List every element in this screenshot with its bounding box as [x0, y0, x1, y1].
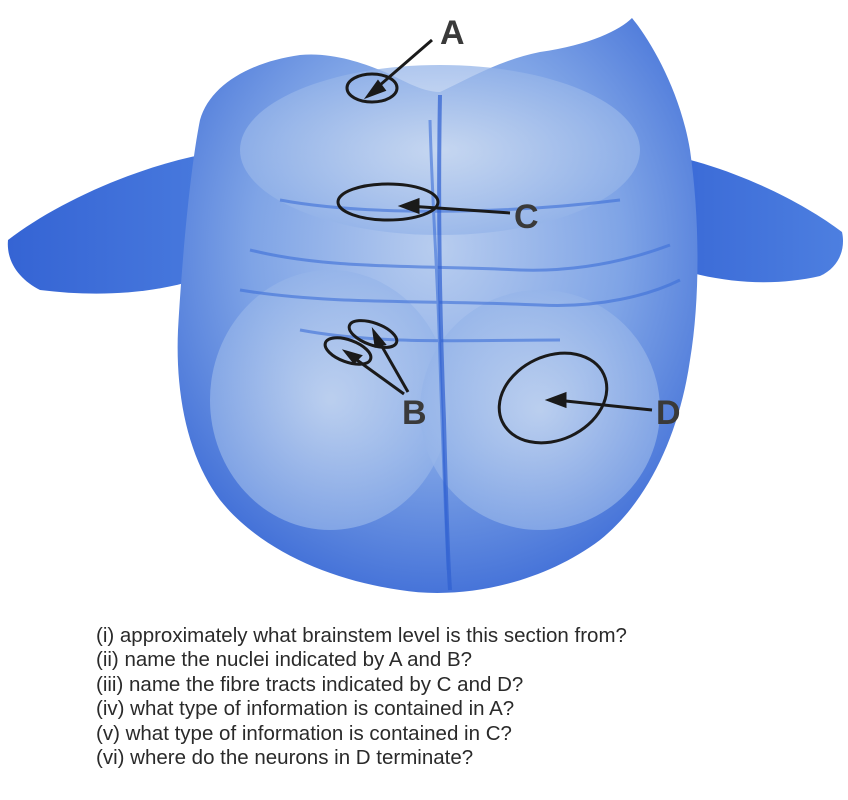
- arrow-c: [407, 204, 511, 215]
- pale-region-left-lower: [210, 270, 450, 530]
- circle-c: [336, 182, 440, 222]
- arrowhead-a: [363, 79, 387, 100]
- circle-a: [345, 72, 399, 104]
- annotations: [323, 38, 653, 445]
- label-a: A: [440, 14, 465, 52]
- question-4: (iv) what type of information is contain…: [96, 697, 515, 721]
- label-d: D: [656, 394, 681, 432]
- question-5: (v) what type of information is containe…: [96, 721, 512, 745]
- circle-b-upper: [347, 319, 399, 349]
- arrowhead-d: [544, 391, 567, 409]
- arrowhead-b-1: [371, 326, 387, 348]
- tissue-section: [7, 18, 844, 593]
- circle-d: [497, 351, 609, 445]
- label-b: B: [402, 394, 427, 432]
- arrow-a: [371, 38, 433, 94]
- circle-b-lower: [323, 336, 373, 366]
- question-6: (vi) where do the neurons in D terminate…: [96, 746, 474, 770]
- midline: [437, 94, 452, 591]
- pale-region-right-lower: [420, 290, 660, 530]
- arrow-d: [555, 398, 653, 412]
- brainstem-section-figure: A C B D: [7, 14, 844, 593]
- label-c: C: [514, 198, 539, 236]
- question-3: (iii) name the fibre tracts indicated by…: [96, 672, 524, 696]
- arrowhead-b-2: [341, 349, 363, 365]
- arrowhead-c: [397, 197, 420, 215]
- question-2: (ii) name the nuclei indicated by A and …: [96, 648, 473, 672]
- arrow-b-2: [349, 353, 405, 396]
- question-1: (i) approximately what brainstem level i…: [96, 624, 627, 647]
- question-list: (i) approximately what brainstem level i…: [96, 624, 836, 770]
